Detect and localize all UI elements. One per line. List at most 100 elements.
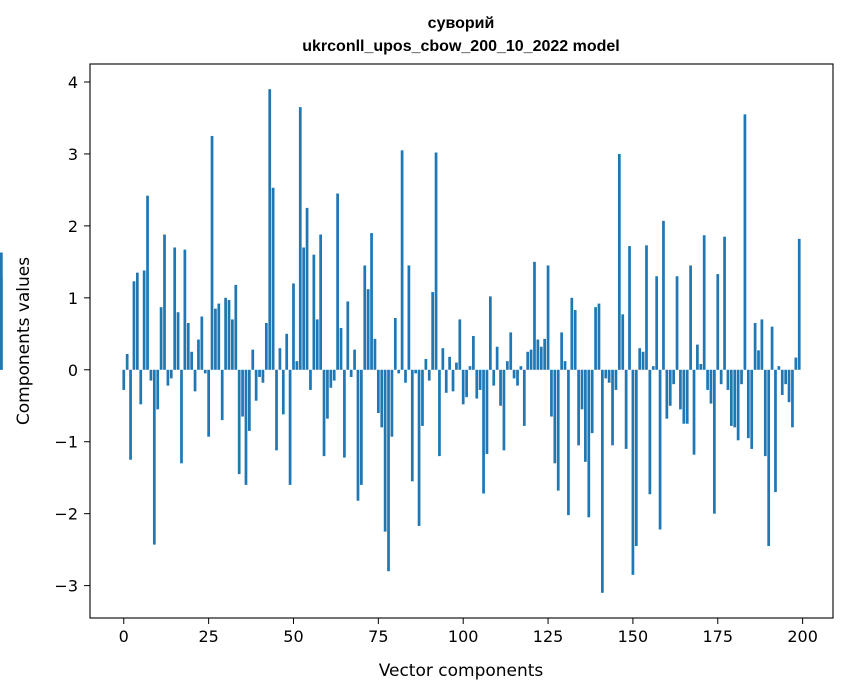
bar-44 (271, 187, 275, 370)
bar-143 (607, 369, 611, 383)
bar-29 (220, 369, 224, 421)
bar-0 (122, 369, 126, 390)
bar-183 (743, 114, 747, 370)
bar-58 (319, 234, 322, 370)
bar-101 (465, 369, 468, 398)
bar-105 (478, 369, 482, 390)
bar-179 (729, 369, 733, 426)
bar-86 (414, 369, 418, 374)
bar-124 (543, 338, 547, 370)
bar-155 (648, 369, 652, 495)
bar-171 (702, 235, 706, 370)
bar-32 (231, 319, 234, 370)
bar-115 (512, 369, 516, 379)
bar-80 (393, 317, 397, 370)
bar-140 (597, 303, 601, 370)
bar-96 (448, 356, 451, 370)
bar-70 (360, 369, 363, 485)
bar-165 (682, 369, 686, 424)
bar-185 (750, 369, 754, 449)
bar-157 (655, 276, 659, 370)
bar-127 (553, 369, 557, 464)
bar-141 (601, 369, 604, 593)
bar-2 (129, 369, 132, 460)
bar-34 (237, 369, 241, 475)
bar-45 (275, 369, 278, 451)
bar-142 (604, 369, 608, 379)
bar-50 (292, 283, 295, 370)
bar-136 (584, 369, 587, 462)
bar-92 (434, 152, 438, 370)
bar-137 (587, 369, 591, 518)
bar-undefined (0, 252, 3, 370)
bar-138 (590, 369, 594, 434)
bar-41 (261, 369, 265, 383)
bar-135 (580, 369, 584, 410)
bar-8 (149, 369, 153, 381)
bar-19 (186, 323, 190, 370)
bar-130 (563, 361, 567, 370)
bar-131 (567, 369, 570, 516)
plot-frame (89, 63, 834, 619)
bar-128 (556, 369, 560, 491)
bar-71 (363, 265, 367, 370)
bar-103 (472, 335, 475, 370)
bar-192 (774, 369, 777, 493)
bar-73 (370, 233, 373, 370)
bar-133 (573, 310, 577, 370)
bar-49 (288, 369, 292, 485)
bar-88 (421, 369, 424, 426)
bar-15 (173, 247, 177, 370)
bar-10 (156, 369, 160, 410)
bar-69 (356, 369, 360, 501)
x-tick-label: 0 (119, 627, 129, 646)
bar-199 (797, 238, 801, 370)
bar-173 (709, 369, 713, 404)
bar-129 (560, 332, 563, 370)
bar-113 (505, 361, 509, 370)
bar-149 (628, 246, 631, 370)
bar-175 (716, 274, 720, 370)
bar-132 (570, 297, 574, 370)
bar-164 (679, 369, 682, 410)
bar-63 (336, 193, 339, 370)
bar-177 (723, 236, 726, 370)
bar-1 (125, 353, 129, 370)
bar-111 (499, 369, 502, 406)
x-tick-label: 125 (533, 627, 564, 646)
y-axis-ticks: −3 −2 −1 0 1 2 3 4 (54, 73, 90, 596)
bar-57 (315, 319, 319, 370)
bar-62 (332, 369, 336, 381)
bar-144 (611, 369, 614, 446)
bar-95 (444, 369, 448, 393)
bar-25 (207, 369, 210, 437)
bar-119 (526, 351, 530, 370)
bar-79 (390, 369, 394, 437)
bar-37 (248, 369, 251, 431)
bar-162 (672, 369, 675, 385)
bar-187 (757, 350, 760, 370)
bar-97 (451, 369, 455, 392)
bar-55 (309, 369, 312, 390)
bar-99 (458, 319, 462, 370)
bar-125 (546, 265, 550, 370)
bar-35 (241, 369, 244, 417)
bar-167 (689, 265, 692, 370)
bar-176 (719, 369, 723, 385)
x-tick-label: 50 (283, 627, 303, 646)
bar-84 (407, 265, 411, 370)
bar-39 (254, 369, 258, 401)
bar-74 (373, 338, 377, 370)
bar-46 (278, 348, 282, 370)
bar-134 (577, 369, 580, 446)
bar-197 (791, 369, 794, 428)
bar-189 (763, 369, 767, 457)
bar-102 (468, 366, 472, 370)
y-tick-label: −2 (54, 505, 78, 524)
bar-75 (376, 369, 380, 413)
bar-186 (753, 323, 757, 370)
bar-122 (536, 339, 540, 370)
bar-78 (387, 369, 390, 572)
